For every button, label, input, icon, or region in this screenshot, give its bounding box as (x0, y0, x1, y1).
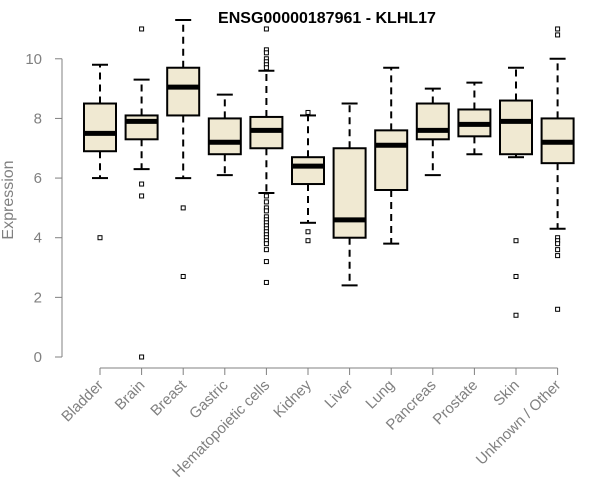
x-tick-label: Kidney (270, 376, 315, 421)
outlier-point (513, 238, 519, 244)
box-iqr (207, 117, 242, 156)
y-tick-label: 2 (34, 289, 42, 306)
box-bladder (83, 63, 117, 241)
box-iqr (166, 66, 201, 117)
x-tick-label: Lung (362, 377, 398, 413)
outlier-point (305, 109, 311, 115)
chart-title: ENSG00000187961 - KLHL17 (218, 10, 436, 27)
x-tick-label: Breast (147, 376, 190, 419)
outlier-point (97, 235, 103, 241)
y-tick-label: 10 (25, 51, 42, 68)
box-iqr (83, 102, 117, 153)
y-tick-label: 6 (34, 170, 42, 187)
box-brain (124, 26, 159, 360)
outlier-point (139, 193, 145, 199)
box-lung (374, 66, 409, 245)
x-tick-label: Brain (112, 377, 149, 414)
outlier-point (263, 259, 269, 265)
box-unknown-other (540, 26, 575, 312)
outlier-point (263, 208, 269, 214)
box-prostate (457, 81, 492, 156)
y-axis-label: Expression (0, 160, 17, 239)
x-tick-label: Skin (490, 377, 523, 410)
outlier-point (513, 312, 519, 318)
box-gastric (207, 93, 242, 177)
y-tick-label: 0 (34, 349, 42, 366)
outlier-point (263, 65, 269, 71)
x-tick-label: Liver (321, 377, 356, 412)
outlier-point (263, 193, 269, 199)
boxes (83, 19, 575, 360)
box-iqr (291, 156, 325, 186)
outlier-point (263, 241, 269, 247)
outlier-point (555, 26, 561, 32)
outlier-point (555, 306, 561, 312)
outlier-point (305, 229, 311, 235)
x-tick-label: Prostate (430, 377, 482, 429)
outlier-point (139, 181, 145, 187)
box-iqr (374, 129, 409, 192)
outlier-point (555, 32, 561, 38)
outlier-point (139, 26, 145, 32)
outlier-point (180, 205, 186, 211)
outlier-point (263, 199, 269, 205)
outlier-point (263, 26, 269, 32)
outlier-point (513, 273, 519, 279)
box-iqr (332, 147, 367, 239)
box-iqr (499, 99, 533, 156)
outlier-point (555, 247, 561, 253)
outlier-point (180, 273, 186, 279)
outlier-point (263, 279, 269, 285)
y-tick-label: 8 (34, 110, 42, 127)
outlier-point (305, 238, 311, 244)
box-liver (332, 102, 367, 287)
x-tick-label: Bladder (58, 377, 107, 426)
outlier-point (555, 241, 561, 247)
box-kidney (291, 109, 325, 244)
y-axis: 0 2 4 6 8 10 (25, 51, 63, 366)
box-skin (499, 66, 533, 318)
y-tick-label: 4 (34, 230, 42, 247)
outlier-point (263, 247, 269, 253)
outlier-point (139, 354, 145, 360)
box-iqr (415, 102, 450, 141)
outlier-point (263, 50, 269, 56)
box-hematopoietic-cells (249, 26, 284, 285)
box-breast (166, 19, 201, 279)
outlier-point (555, 253, 561, 259)
box-pancreas (415, 87, 450, 177)
